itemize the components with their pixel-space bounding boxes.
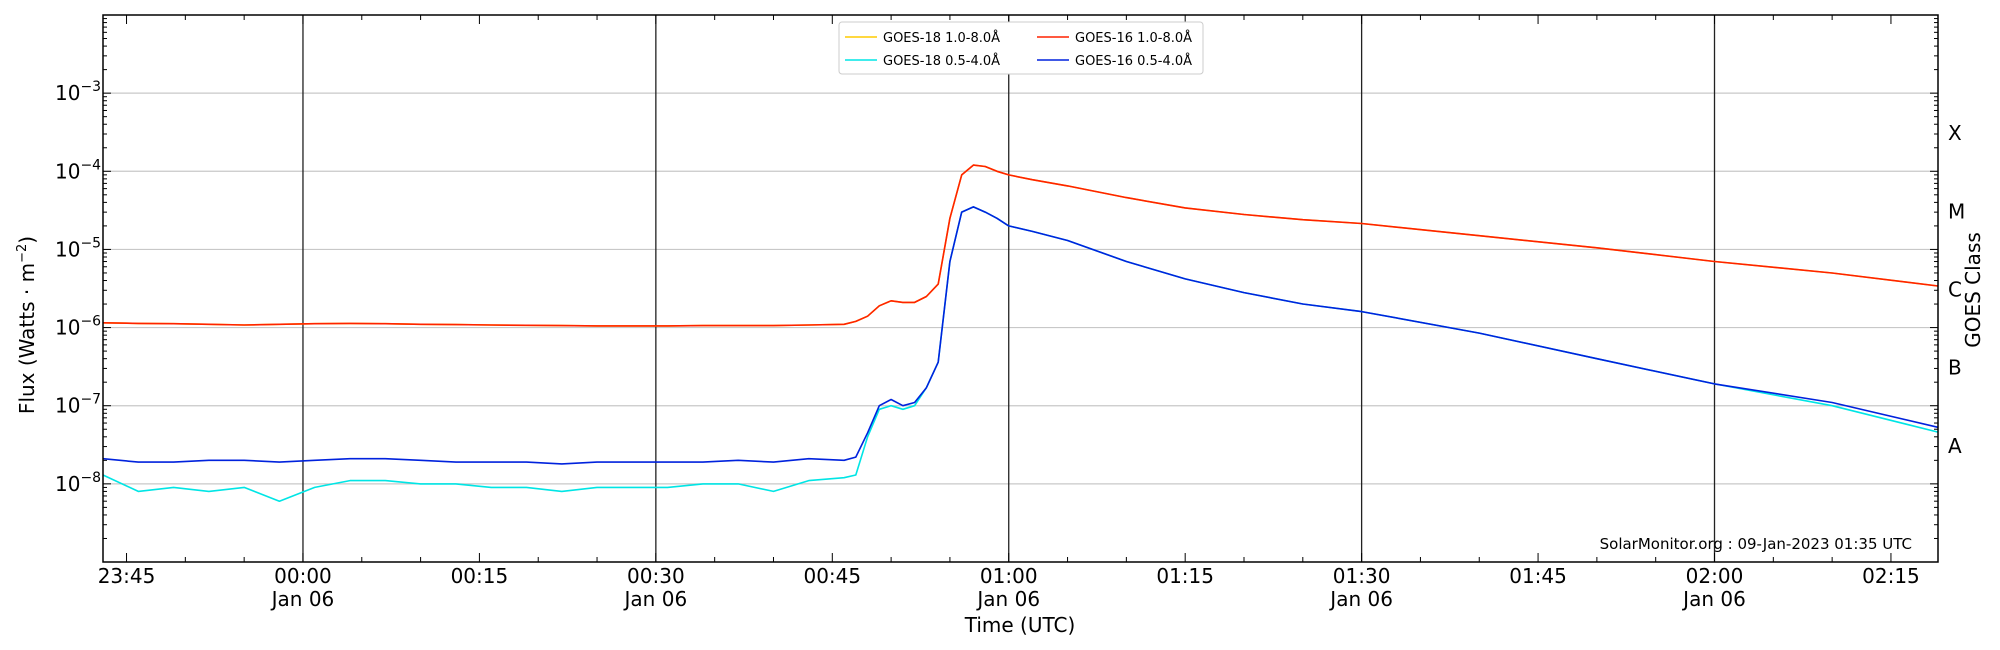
y-tick-label: 10−8 [55, 470, 101, 496]
series-layer [102, 164, 1939, 503]
goes-class-label: C [1948, 278, 1962, 302]
y-axis-label: Flux (Watts · m−2) [15, 236, 39, 414]
x-axis-label: Time (UTC) [964, 613, 1076, 637]
plot-frame [102, 14, 1939, 563]
legend: GOES-18 1.0-8.0Å GOES-18 0.5-4.0Å GOES-16 … [838, 21, 1204, 75]
x-tick-label: 01:30 [1333, 564, 1391, 588]
x-tick-date-label: Jan 06 [975, 587, 1040, 611]
x-tick-label: 00:15 [451, 564, 509, 588]
goes-class-label: M [1948, 199, 1965, 223]
y-tick-label: 10−6 [55, 314, 101, 340]
x-tick-label: 01:45 [1509, 564, 1567, 588]
y-tick-label: 10−4 [55, 157, 101, 183]
x-tick-label: 00:45 [803, 564, 861, 588]
x-tick-date-label: Jan 06 [1681, 587, 1746, 611]
x-tick-date-label: Jan 06 [1328, 587, 1393, 611]
y-tick-label: 10−7 [55, 392, 101, 418]
legend-entry-label: GOES-16 0.5-4.0Å [1075, 53, 1192, 69]
x-tick-label: 01:15 [1156, 564, 1214, 588]
series-line-0 [102, 164, 1939, 327]
legend-entry-label: GOES-16 1.0-8.0Å [1075, 30, 1192, 46]
y-tick-label: 10−5 [55, 235, 101, 261]
x-tick-date-label: Jan 06 [623, 587, 688, 611]
goes-class-axis-label: GOES Class [1961, 232, 1985, 348]
goes-class-label: B [1948, 356, 1962, 380]
goes-class-label: A [1948, 434, 1962, 458]
legend-entry-label: GOES-18 0.5-4.0Å [883, 53, 1000, 69]
credit-text: SolarMonitor.org : 09-Jan-2023 01:35 UTC [1600, 535, 1912, 553]
legend-box [838, 21, 1204, 75]
frame-layer [102, 14, 1939, 563]
y-tick-label: 10−3 [55, 79, 101, 105]
x-tick-label: 02:15 [1862, 564, 1920, 588]
x-tick-date-label: Jan 06 [270, 587, 335, 611]
legend-entry-label: GOES-18 1.0-8.0Å [883, 30, 1000, 46]
x-tick-label: 23:45 [98, 564, 156, 588]
x-tick-label: 01:00 [980, 564, 1038, 588]
goes-class-label: X [1948, 121, 1962, 145]
x-tick-label: 02:00 [1686, 564, 1744, 588]
series-line-3 [102, 206, 1939, 465]
x-tick-label: 00:00 [274, 564, 332, 588]
y-axis-label-exponent: −2 [15, 244, 30, 263]
series-line-2 [102, 164, 1939, 327]
series-line-1 [102, 206, 1939, 503]
grid-layer [103, 15, 1938, 562]
x-tick-label: 00:30 [627, 564, 685, 588]
